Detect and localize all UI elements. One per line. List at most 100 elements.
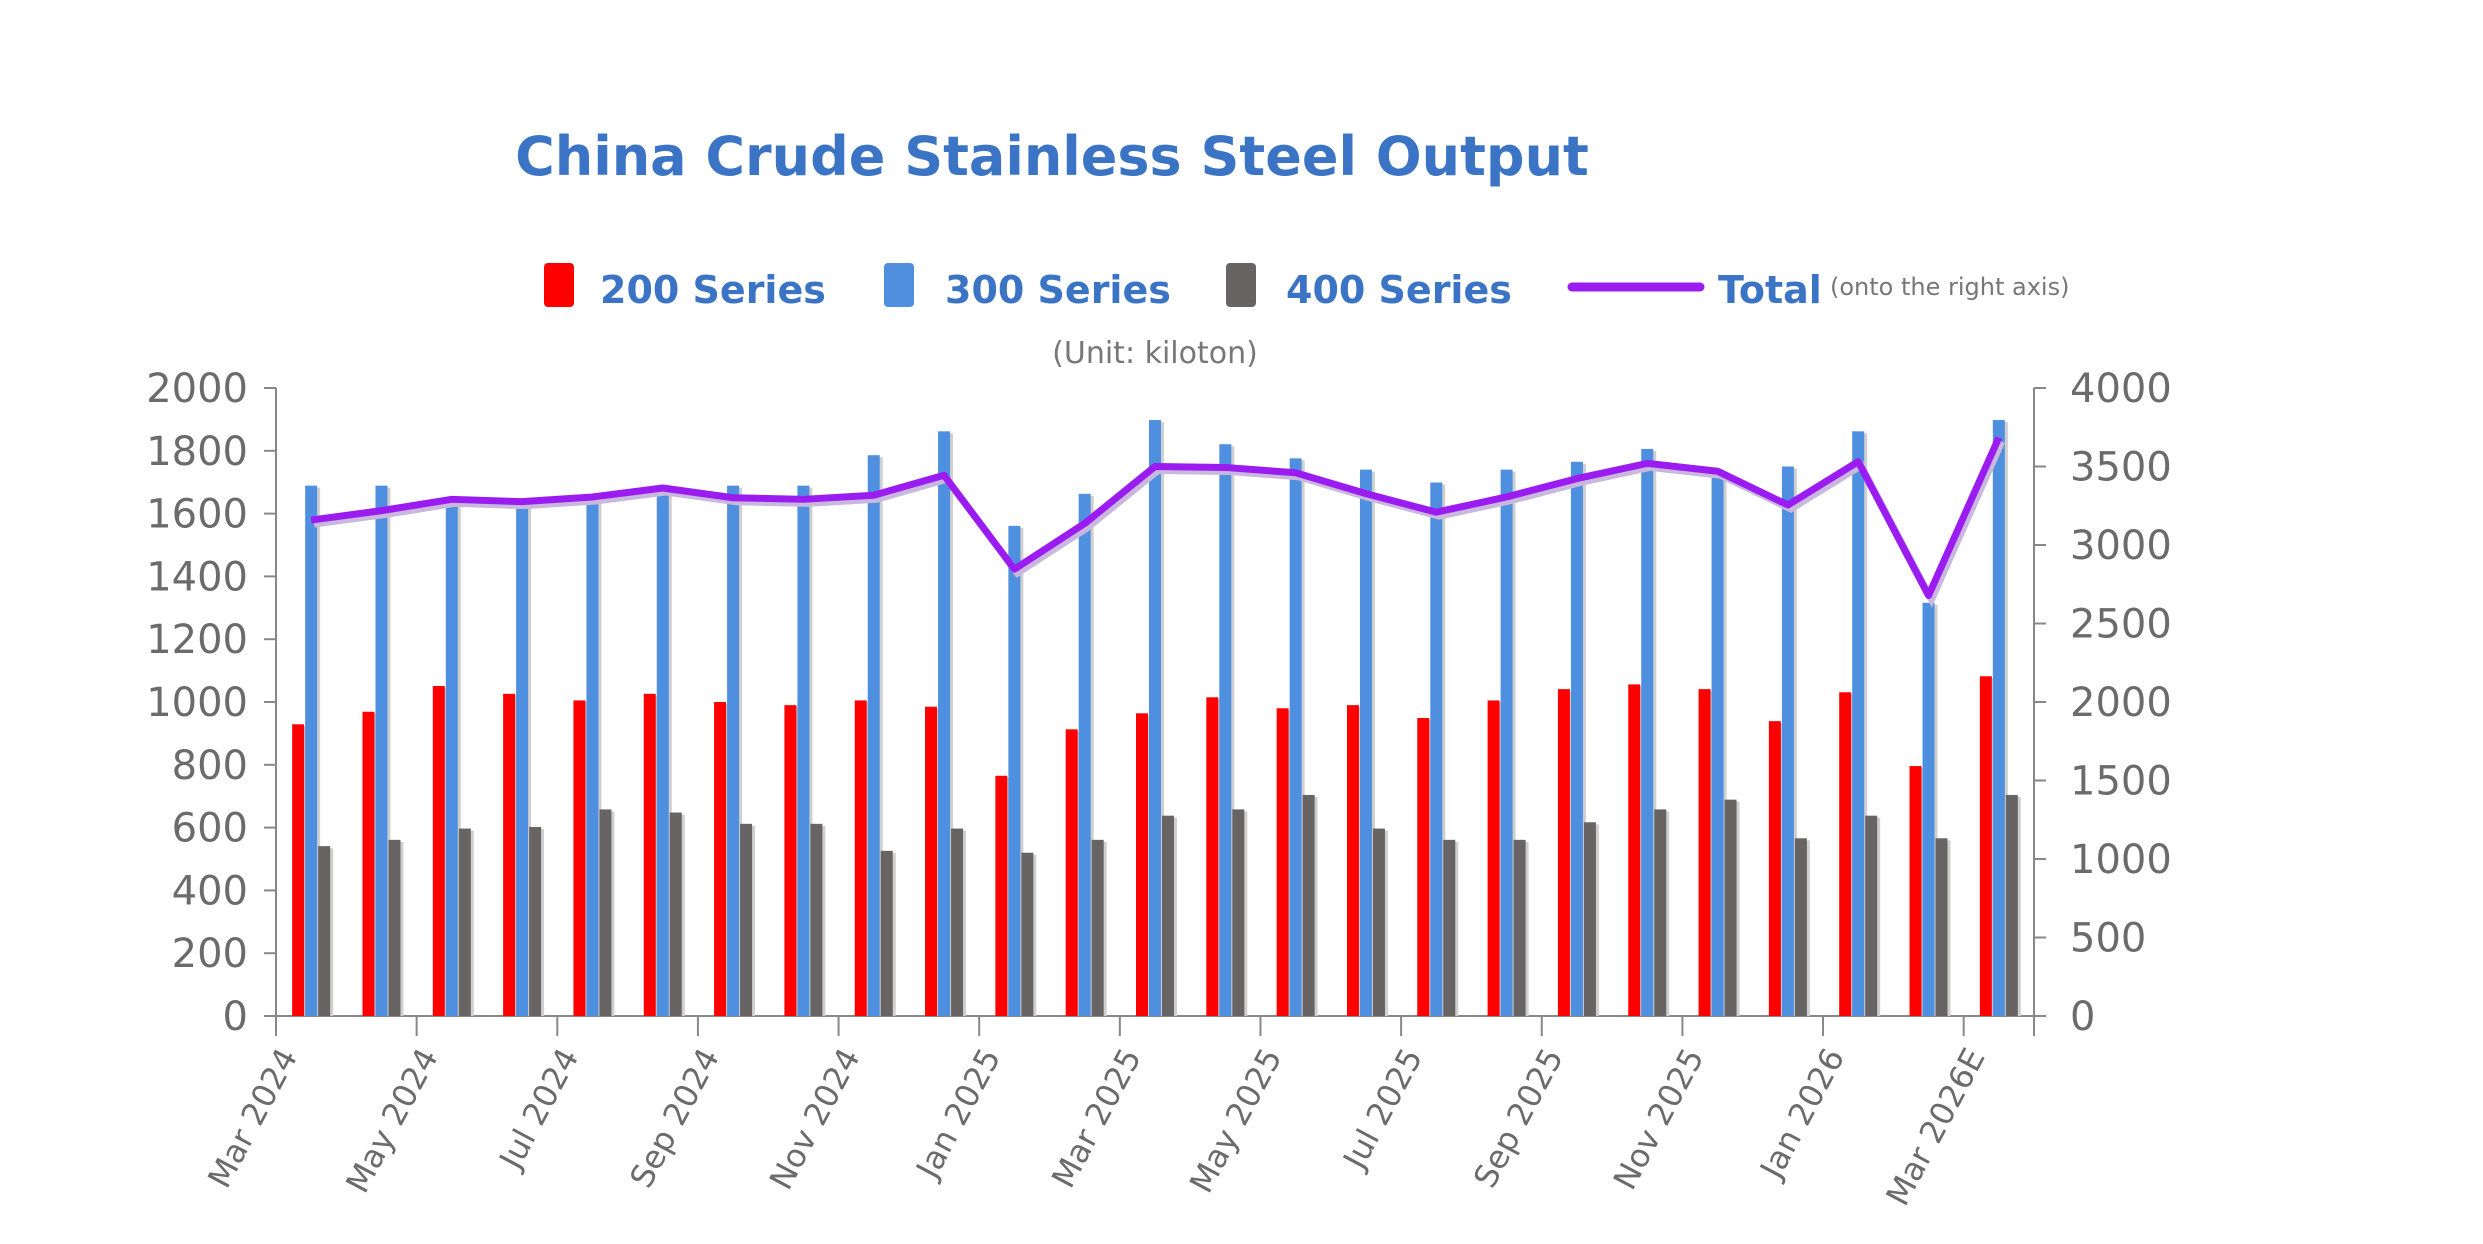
bar-400-series <box>951 828 964 1016</box>
bar-400-series <box>1513 839 1526 1016</box>
bar-400-series <box>1724 799 1737 1016</box>
x-tick-label: Sep 2025 <box>1466 1042 1571 1194</box>
x-tick-label: Jul 2024 <box>491 1042 587 1177</box>
legend-swatch-400 <box>1226 263 1256 307</box>
x-tick-label: May 2025 <box>1182 1042 1290 1199</box>
x-tick-label: Nov 2025 <box>1606 1042 1712 1196</box>
bar-200-series <box>1136 713 1148 1016</box>
y-tick-label: 1800 <box>146 429 248 475</box>
bar-300-series <box>1922 602 1935 1016</box>
legend-swatch-300 <box>884 263 914 307</box>
legend-label-total: Total <box>1718 268 1822 312</box>
bar-300-series <box>1570 461 1583 1016</box>
bar-200-series <box>1065 729 1078 1016</box>
bar-400-series <box>1021 852 1034 1016</box>
bar-200-series <box>1346 705 1359 1016</box>
bar-400-series <box>1583 822 1596 1016</box>
bar-300-series <box>1289 458 1302 1016</box>
bar-300-series <box>375 485 388 1016</box>
legend-note: (onto the right axis) <box>1830 273 2069 301</box>
bar-200-series <box>1276 708 1289 1016</box>
bar-200-series <box>1768 721 1781 1016</box>
bar-200-series <box>362 711 375 1016</box>
bar-300-series <box>1430 482 1443 1016</box>
bar-200-series <box>1698 689 1711 1016</box>
bar-400-series <box>318 846 331 1016</box>
bar-300-series <box>1219 444 1232 1016</box>
y2-tick-label: 2000 <box>2070 680 2172 726</box>
bar-300-series <box>516 498 529 1016</box>
x-tick-label: Mar 2026E <box>1878 1042 1992 1212</box>
bar-400-series <box>1091 839 1104 1016</box>
bar-300-series <box>1992 420 2005 1016</box>
y-tick-label: 600 <box>172 806 248 852</box>
y-tick-label: 1000 <box>146 680 248 726</box>
bar-200-series <box>714 702 727 1016</box>
bar-300-series <box>445 500 458 1016</box>
x-tick-label: Mar 2024 <box>200 1042 305 1194</box>
bar-200-series <box>1557 689 1570 1016</box>
bar-400-series <box>740 823 753 1016</box>
bar-300-series <box>797 485 810 1016</box>
bar-400-series <box>880 850 893 1016</box>
bar-300-series <box>1359 469 1372 1016</box>
bar-400-series <box>1865 815 1878 1016</box>
bar-400-series <box>1232 809 1245 1016</box>
bar-400-series <box>388 839 401 1016</box>
bar-300-series <box>1078 493 1091 1016</box>
bar-200-series <box>1417 718 1430 1016</box>
chart-title: China Crude Stainless Steel Output <box>515 125 1589 188</box>
bar-200-series <box>432 685 445 1016</box>
bar-200-series <box>1909 766 1922 1016</box>
bar-200-series <box>1839 692 1852 1016</box>
bar-400-series <box>1372 828 1385 1016</box>
y2-tick-label: 500 <box>2070 916 2146 962</box>
bar-300-series <box>586 500 599 1016</box>
bar-200-series <box>643 693 656 1016</box>
bar-200-series <box>1979 676 1992 1016</box>
y2-tick-label: 0 <box>2070 994 2095 1040</box>
x-tick-label: Jan 2026 <box>1751 1042 1852 1186</box>
x-tick-label: Sep 2024 <box>622 1042 727 1194</box>
y-tick-label: 1200 <box>146 617 248 663</box>
bar-400-series <box>458 828 471 1016</box>
y2-tick-label: 3500 <box>2070 445 2172 491</box>
bar-400-series <box>2005 794 2018 1016</box>
legend: 200 Series 300 Series 400 Series Total (… <box>544 263 2069 312</box>
x-tick-label: May 2024 <box>338 1042 446 1199</box>
bar-400-series <box>1443 839 1456 1016</box>
x-tick-label: Nov 2024 <box>762 1042 868 1196</box>
bar-300-series <box>727 485 740 1016</box>
y-tick-label: 200 <box>172 931 248 977</box>
y-tick-label: 0 <box>223 994 248 1040</box>
y2-tick-label: 1500 <box>2070 759 2172 805</box>
bar-300-series <box>1781 466 1794 1016</box>
legend-label-200: 200 Series <box>600 268 826 312</box>
bar-400-series <box>1654 809 1667 1016</box>
bar-400-series <box>1162 815 1174 1016</box>
bar-300-series <box>938 431 951 1016</box>
y-tick-label: 1400 <box>146 554 248 600</box>
unit-note: (Unit: kiloton) <box>1052 336 1258 371</box>
x-tick-label: Jan 2025 <box>908 1042 1009 1186</box>
bar-300-series <box>1711 469 1724 1016</box>
bar-200-series <box>503 693 516 1016</box>
bar-300-series <box>1008 525 1021 1016</box>
bar-300-series <box>1500 469 1513 1016</box>
y-tick-label: 400 <box>172 868 248 914</box>
bar-400-series <box>810 823 823 1016</box>
y2-tick-label: 4000 <box>2070 366 2172 412</box>
bar-400-series <box>669 812 682 1016</box>
bar-300-series <box>1852 431 1865 1016</box>
bar-200-series <box>925 706 938 1016</box>
bar-300-series <box>656 485 669 1016</box>
bar-200-series <box>995 775 1008 1016</box>
y-tick-label: 2000 <box>146 366 248 412</box>
bar-300-series <box>305 485 318 1016</box>
x-tick-label: Mar 2025 <box>1044 1042 1149 1194</box>
bar-300-series <box>867 455 880 1016</box>
y2-tick-label: 3000 <box>2070 523 2172 569</box>
legend-label-400: 400 Series <box>1286 268 1512 312</box>
bar-200-series <box>1487 700 1500 1016</box>
bar-300-series <box>1149 420 1161 1016</box>
